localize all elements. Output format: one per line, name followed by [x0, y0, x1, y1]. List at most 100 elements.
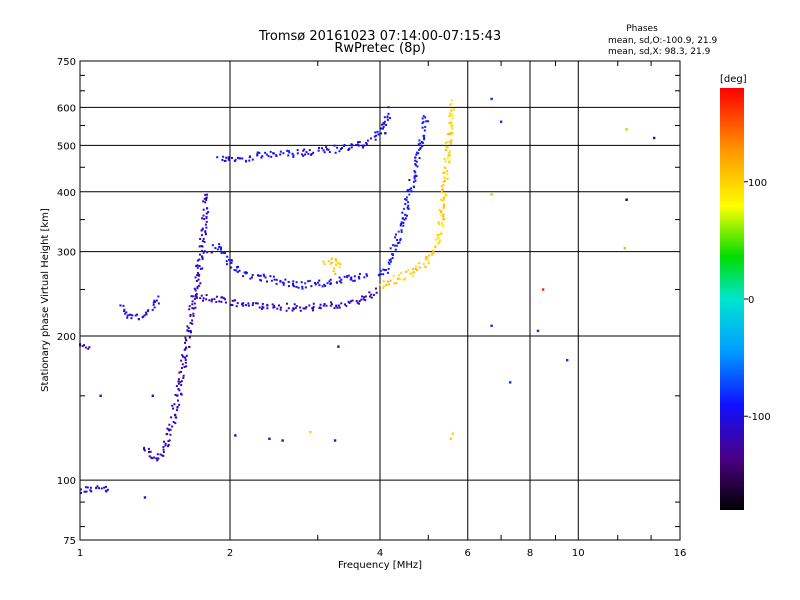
echo-point — [387, 267, 390, 270]
echo-point — [358, 140, 361, 143]
echo-point — [421, 126, 424, 129]
echo-point — [187, 327, 190, 330]
echo-point — [192, 307, 195, 310]
echo-point — [194, 306, 197, 309]
echo-point — [220, 300, 223, 303]
echo-point — [202, 297, 205, 300]
grid-lines — [80, 61, 680, 540]
echo-point — [388, 262, 391, 265]
echo-point — [205, 198, 208, 201]
echo-point — [294, 307, 297, 310]
echo-point — [258, 306, 261, 309]
echo-point — [262, 273, 265, 276]
echo-point — [355, 144, 358, 147]
echo-point — [236, 302, 239, 305]
echo-point — [302, 149, 305, 152]
echo-point — [173, 403, 176, 406]
echo-point — [86, 486, 89, 489]
echo-point — [442, 215, 445, 218]
echo-point — [123, 308, 126, 311]
echo-point — [346, 275, 349, 278]
echo-point — [196, 259, 199, 262]
echo-point — [397, 274, 400, 277]
echo-point — [358, 277, 361, 280]
echo-point — [394, 236, 397, 239]
echo-point — [451, 432, 455, 435]
echo-point — [147, 309, 150, 312]
echo-point — [408, 179, 411, 182]
echo-point — [407, 207, 410, 210]
echo-point — [275, 282, 278, 285]
echo-point — [186, 329, 189, 332]
echo-point — [195, 296, 198, 299]
echo-point — [347, 300, 350, 303]
echo-point — [383, 269, 386, 272]
echo-point — [329, 263, 332, 266]
echo-point — [309, 430, 312, 434]
echo-point — [425, 120, 428, 123]
data-points — [79, 97, 656, 499]
echo-point — [194, 289, 197, 292]
echo-point — [440, 232, 443, 235]
chart-subtitle: RwPretec (8p) — [334, 41, 425, 56]
echo-point — [378, 273, 381, 276]
echo-point — [292, 154, 295, 157]
echo-point — [401, 211, 404, 214]
echo-point — [437, 242, 440, 245]
echo-point — [200, 249, 203, 252]
echo-point — [216, 248, 219, 251]
echo-point — [389, 117, 392, 120]
echo-point — [335, 305, 338, 308]
echo-point — [387, 112, 390, 115]
echo-point — [241, 157, 244, 160]
echo-point — [287, 154, 290, 157]
echo-point — [201, 240, 204, 243]
echo-point — [188, 330, 191, 333]
echo-point — [449, 114, 452, 117]
echo-point — [346, 276, 349, 279]
echo-point — [210, 300, 213, 303]
echo-point — [307, 152, 310, 155]
echo-point — [176, 405, 179, 408]
echo-point — [152, 456, 155, 459]
echo-point — [322, 260, 325, 263]
echo-point — [243, 271, 246, 274]
echo-point — [328, 151, 331, 154]
echo-point — [443, 218, 446, 221]
echo-point — [181, 363, 184, 366]
echo-point — [451, 108, 454, 111]
echo-point — [230, 303, 233, 306]
echo-point — [200, 229, 203, 232]
echo-point — [443, 180, 446, 183]
echo-point — [171, 404, 174, 407]
echo-point — [257, 274, 260, 277]
echo-point — [191, 322, 194, 325]
echo-point — [251, 158, 254, 161]
echo-point — [88, 346, 91, 349]
echo-point — [231, 304, 234, 307]
echo-point — [440, 185, 443, 188]
echo-point — [202, 214, 205, 217]
echo-point — [152, 301, 155, 304]
echo-point — [244, 304, 247, 307]
echo-point — [293, 285, 296, 288]
echo-point — [490, 97, 493, 101]
echo-point — [448, 103, 451, 106]
echo-point — [431, 253, 434, 256]
echo-point — [196, 266, 199, 269]
echo-point — [443, 166, 446, 169]
echo-point — [213, 298, 216, 301]
echo-point — [242, 275, 245, 278]
echo-point — [193, 287, 196, 290]
echo-point — [278, 304, 281, 307]
echo-point — [175, 385, 178, 388]
echo-point — [189, 331, 192, 334]
echo-point — [440, 214, 443, 217]
echo-point — [224, 298, 227, 301]
echo-point — [321, 147, 324, 150]
echo-point — [184, 361, 187, 364]
echo-point — [444, 193, 447, 196]
echo-point — [207, 211, 210, 214]
echo-point — [205, 197, 208, 200]
echo-point — [364, 295, 367, 298]
